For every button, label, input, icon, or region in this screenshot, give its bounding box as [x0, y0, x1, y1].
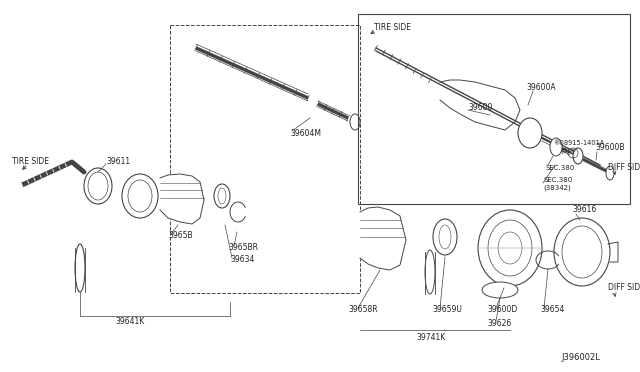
Text: 39641K: 39641K [115, 317, 144, 327]
Text: 39604M: 39604M [290, 128, 321, 138]
Text: TIRE SIDE: TIRE SIDE [12, 157, 49, 167]
Text: SEC.380: SEC.380 [543, 177, 572, 183]
Polygon shape [440, 80, 520, 130]
Text: 39616: 39616 [572, 205, 596, 215]
Ellipse shape [433, 219, 457, 255]
Text: 39658R: 39658R [348, 305, 378, 314]
Ellipse shape [554, 218, 610, 286]
Ellipse shape [478, 210, 542, 286]
Text: (6): (6) [560, 148, 570, 154]
Ellipse shape [214, 184, 230, 208]
Text: (38342): (38342) [543, 185, 571, 191]
Ellipse shape [482, 282, 518, 298]
Ellipse shape [550, 138, 562, 156]
Text: SEC.380: SEC.380 [545, 165, 574, 171]
Text: 39659U: 39659U [432, 305, 462, 314]
Text: 39600A: 39600A [526, 83, 556, 93]
Text: 39741K: 39741K [416, 333, 445, 341]
Bar [358, 14, 630, 204]
Ellipse shape [350, 114, 360, 130]
Text: 39654: 39654 [540, 305, 564, 314]
Text: 39626: 39626 [487, 318, 511, 327]
Text: J396002L: J396002L [561, 353, 600, 362]
Text: 3965BR: 3965BR [228, 244, 258, 253]
Bar [170, 25, 360, 293]
Text: TIRE SIDE: TIRE SIDE [374, 23, 411, 32]
Ellipse shape [573, 148, 583, 164]
Ellipse shape [606, 166, 614, 180]
Polygon shape [360, 207, 406, 270]
Text: 39600B: 39600B [595, 144, 625, 153]
Ellipse shape [75, 244, 85, 292]
Ellipse shape [84, 168, 112, 204]
Ellipse shape [518, 118, 542, 148]
Text: 39600: 39600 [468, 103, 492, 112]
Text: DIFF SIDE: DIFF SIDE [608, 163, 640, 171]
Text: 39611: 39611 [106, 157, 130, 167]
Text: DIFF SIDE: DIFF SIDE [608, 283, 640, 292]
Text: 39634: 39634 [230, 256, 254, 264]
Text: ®: ® [569, 150, 575, 154]
Ellipse shape [425, 250, 435, 294]
Text: ®08915-1401A: ®08915-1401A [553, 140, 604, 146]
Ellipse shape [122, 174, 158, 218]
Polygon shape [160, 174, 204, 224]
Text: 3965B: 3965B [168, 231, 193, 241]
Text: 39600D: 39600D [487, 305, 517, 314]
